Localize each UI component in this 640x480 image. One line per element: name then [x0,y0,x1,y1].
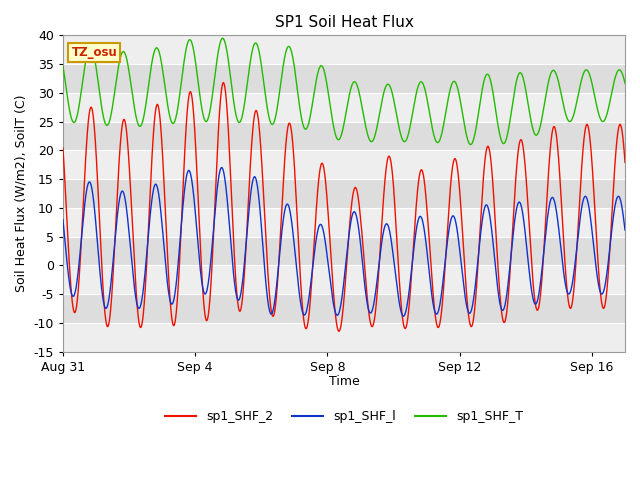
Text: TZ_osu: TZ_osu [72,47,117,60]
Y-axis label: Soil Heat Flux (W/m2), SoilT (C): Soil Heat Flux (W/m2), SoilT (C) [15,95,28,292]
Bar [63,121,625,150]
Bar [63,237,625,265]
Title: SP1 Soil Heat Flux: SP1 Soil Heat Flux [275,15,413,30]
Legend: sp1_SHF_2, sp1_SHF_l, sp1_SHF_T: sp1_SHF_2, sp1_SHF_l, sp1_SHF_T [160,405,528,428]
Bar [63,179,625,208]
Bar [63,294,625,323]
Bar [63,64,625,93]
X-axis label: Time: Time [328,375,359,388]
